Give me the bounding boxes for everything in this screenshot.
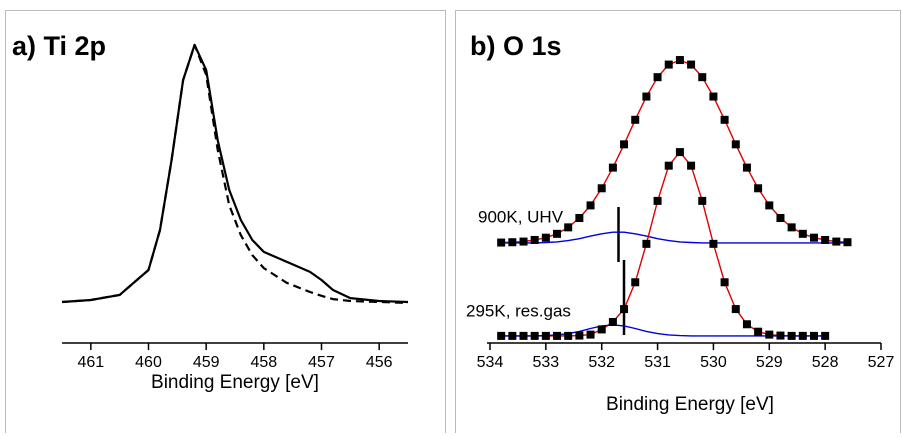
data-point <box>620 140 629 149</box>
panel-title: a) Ti 2p <box>12 31 106 61</box>
data-point <box>821 235 830 244</box>
data-point <box>597 325 606 334</box>
data-point <box>787 331 796 340</box>
x-tick-label: 533 <box>533 354 560 371</box>
data-point <box>508 331 517 340</box>
data-point <box>497 331 506 340</box>
data-point <box>664 60 673 69</box>
data-point <box>720 115 729 124</box>
data-point <box>519 237 528 246</box>
annotation: 295K, res.gas <box>466 301 571 320</box>
x-tick-label: 534 <box>477 354 504 371</box>
data-point <box>731 140 740 149</box>
data-point <box>541 331 550 340</box>
panel-frame <box>5 10 446 438</box>
data-point <box>720 278 729 287</box>
series-line <box>501 231 848 244</box>
data-point <box>821 331 830 340</box>
x-axis-label: Binding Energy [eV] <box>151 372 319 393</box>
data-point <box>698 73 707 82</box>
data-point <box>553 229 562 238</box>
data-point <box>530 331 539 340</box>
data-point <box>586 201 595 210</box>
x-tick-label: 458 <box>250 354 277 371</box>
data-point <box>675 148 684 157</box>
data-point <box>765 330 774 339</box>
data-point <box>642 92 651 101</box>
data-point <box>675 56 684 65</box>
data-point <box>575 213 584 222</box>
x-tick-label: 457 <box>308 354 335 371</box>
x-tick-label: 459 <box>193 354 220 371</box>
data-point <box>653 73 662 82</box>
x-tick-label: 461 <box>77 354 104 371</box>
data-point <box>809 331 818 340</box>
x-tick-label: 530 <box>700 354 727 371</box>
series-line <box>61 43 409 304</box>
x-tick-label: 529 <box>756 354 783 371</box>
data-point <box>776 213 785 222</box>
data-point <box>776 331 785 340</box>
data-point <box>608 318 617 327</box>
data-point <box>787 223 796 232</box>
x-tick-label: 527 <box>868 354 895 371</box>
data-point <box>620 305 629 314</box>
data-point <box>765 201 774 210</box>
data-point <box>575 331 584 340</box>
data-point <box>698 196 707 205</box>
data-point <box>519 331 528 340</box>
data-point <box>553 331 562 340</box>
data-point <box>709 92 718 101</box>
data-point <box>508 238 517 247</box>
data-point <box>832 237 841 246</box>
data-point <box>541 233 550 242</box>
data-point <box>564 331 573 340</box>
panel-frame <box>455 10 901 438</box>
data-point <box>798 229 807 238</box>
data-point <box>608 163 617 172</box>
data-point <box>631 278 640 287</box>
data-point <box>653 196 662 205</box>
data-point <box>597 184 606 193</box>
x-tick-label: 456 <box>366 354 393 371</box>
data-point <box>754 184 763 193</box>
series-line <box>61 43 409 304</box>
data-point <box>687 60 696 69</box>
data-point <box>497 238 506 247</box>
data-point <box>754 327 763 336</box>
data-point <box>564 223 573 232</box>
data-point <box>687 161 696 170</box>
x-tick-label: 460 <box>135 354 162 371</box>
data-point <box>809 233 818 242</box>
data-point <box>642 239 651 248</box>
data-point <box>586 330 595 339</box>
data-point <box>742 163 751 172</box>
data-point <box>798 331 807 340</box>
data-point <box>731 305 740 314</box>
data-point <box>843 238 852 247</box>
panel-title: b) O 1s <box>470 31 562 61</box>
x-tick-label: 528 <box>812 354 839 371</box>
x-axis-label: Binding Energy [eV] <box>606 394 774 415</box>
x-tick-label: 531 <box>644 354 671 371</box>
x-tick-label: 532 <box>588 354 615 371</box>
annotation: 900K, UHV <box>478 207 564 226</box>
data-point <box>631 115 640 124</box>
data-point <box>742 320 751 329</box>
data-point <box>664 161 673 170</box>
data-point <box>709 239 718 248</box>
data-point <box>530 235 539 244</box>
